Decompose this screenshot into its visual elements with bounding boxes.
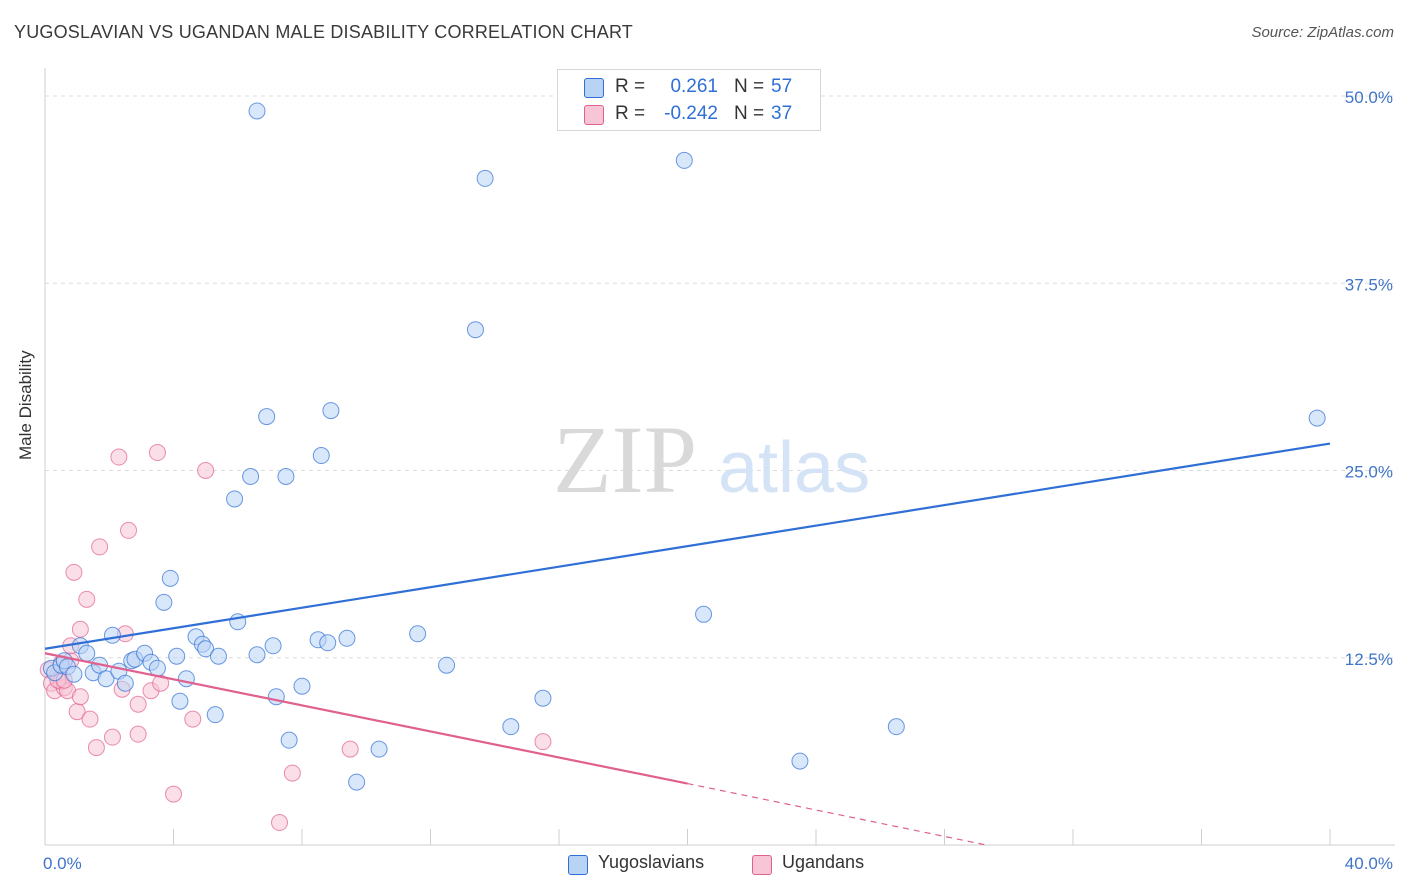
- data-point: [171, 692, 189, 710]
- data-point: [277, 467, 295, 485]
- n-value: 57: [771, 76, 793, 97]
- data-point: [78, 644, 96, 662]
- data-point: [103, 728, 121, 746]
- data-point: [283, 764, 301, 782]
- gridlines: [45, 95, 1395, 659]
- data-point: [675, 151, 693, 169]
- stats-swatch-blue: [584, 78, 604, 98]
- legend-swatch-blue: [568, 855, 588, 875]
- legend-label: Ugandans: [782, 852, 865, 872]
- data-point: [177, 670, 195, 688]
- trend-lines: [44, 442, 1331, 846]
- x-tick-label: 40.0%: [1345, 854, 1393, 873]
- n-value: 37: [771, 103, 793, 124]
- data-point: [165, 785, 182, 803]
- data-point: [226, 490, 244, 508]
- data-point: [120, 521, 138, 539]
- data-point: [155, 593, 173, 611]
- data-point: [242, 467, 260, 485]
- stats-box: R = 0.261 N = 57 R = -0.242 N = 37: [557, 69, 821, 131]
- y-tick-label: 12.5%: [1345, 650, 1393, 669]
- data-point: [103, 626, 121, 644]
- trend-line-ugandans-extension: [687, 782, 987, 846]
- data-point: [370, 740, 388, 758]
- data-point: [338, 629, 356, 647]
- n-label: N =: [734, 76, 765, 97]
- trend-line-ugandans: [44, 652, 688, 785]
- data-point: [264, 637, 282, 655]
- data-point: [184, 710, 202, 728]
- data-point: [209, 647, 227, 665]
- data-point: [110, 448, 128, 466]
- data-point: [248, 102, 266, 120]
- data-point: [887, 718, 905, 736]
- watermark-zip: ZIP: [553, 406, 697, 513]
- data-point: [65, 665, 83, 683]
- data-point: [168, 647, 186, 665]
- data-point: [466, 321, 484, 339]
- stats-row-yugoslavians: R = 0.261 N = 57: [558, 74, 820, 100]
- data-point: [322, 402, 340, 420]
- data-point: [409, 625, 427, 643]
- data-point: [206, 706, 224, 724]
- data-point: [341, 740, 359, 758]
- data-point: [319, 634, 337, 652]
- data-point: [78, 590, 96, 608]
- data-point: [87, 739, 105, 757]
- legend-swatch-pink: [752, 855, 772, 875]
- data-point: [534, 689, 552, 707]
- data-point: [791, 752, 809, 770]
- y-axis-label: Male Disability: [16, 350, 35, 460]
- series-yugoslavians: [42, 102, 1326, 791]
- data-point: [502, 718, 520, 736]
- data-point: [248, 646, 266, 664]
- data-point: [280, 731, 298, 749]
- data-point: [129, 695, 147, 713]
- tick-labels: 12.5% 25.0% 37.5% 50.0% 0.0% 40.0%: [43, 88, 1393, 873]
- data-point: [65, 563, 83, 581]
- stats-row-ugandans: R = -0.242 N = 37: [558, 101, 820, 127]
- r-value: 0.261: [670, 76, 718, 97]
- axes: [44, 68, 1395, 846]
- data-point: [534, 733, 552, 751]
- data-point: [476, 169, 494, 187]
- y-tick-label: 37.5%: [1345, 275, 1393, 294]
- n-label: N =: [734, 103, 765, 124]
- data-point: [197, 640, 215, 658]
- data-point: [129, 725, 147, 743]
- data-point: [81, 710, 99, 728]
- watermark-atlas: atlas: [718, 428, 870, 508]
- data-point: [258, 408, 276, 426]
- r-label: R =: [615, 103, 646, 124]
- x-tick-label: 0.0%: [43, 854, 82, 873]
- legend-label: Yugoslavians: [598, 852, 705, 872]
- stats-swatch-pink: [584, 105, 604, 125]
- data-point: [293, 677, 311, 695]
- r-label: R =: [615, 76, 646, 97]
- data-point: [148, 444, 166, 462]
- data-point: [695, 605, 713, 623]
- data-point: [71, 688, 89, 706]
- data-point: [1308, 409, 1326, 427]
- watermark: ZIP atlas: [553, 406, 870, 513]
- r-value: -0.242: [664, 103, 718, 124]
- data-point: [438, 656, 456, 674]
- chart-title: YUGOSLAVIAN VS UGANDAN MALE DISABILITY C…: [14, 22, 634, 42]
- data-point: [71, 620, 89, 638]
- y-tick-label: 25.0%: [1345, 463, 1393, 482]
- data-point: [271, 814, 289, 832]
- y-tick-label: 50.0%: [1345, 88, 1393, 107]
- data-point: [97, 670, 115, 688]
- data-point: [197, 462, 215, 479]
- data-point: [116, 674, 134, 692]
- source-label: Source: ZipAtlas.com: [1251, 24, 1394, 41]
- data-point: [348, 773, 366, 791]
- data-point: [91, 538, 109, 556]
- trend-line-yugoslavians: [44, 442, 1331, 650]
- data-point: [312, 447, 330, 465]
- data-point: [161, 569, 179, 587]
